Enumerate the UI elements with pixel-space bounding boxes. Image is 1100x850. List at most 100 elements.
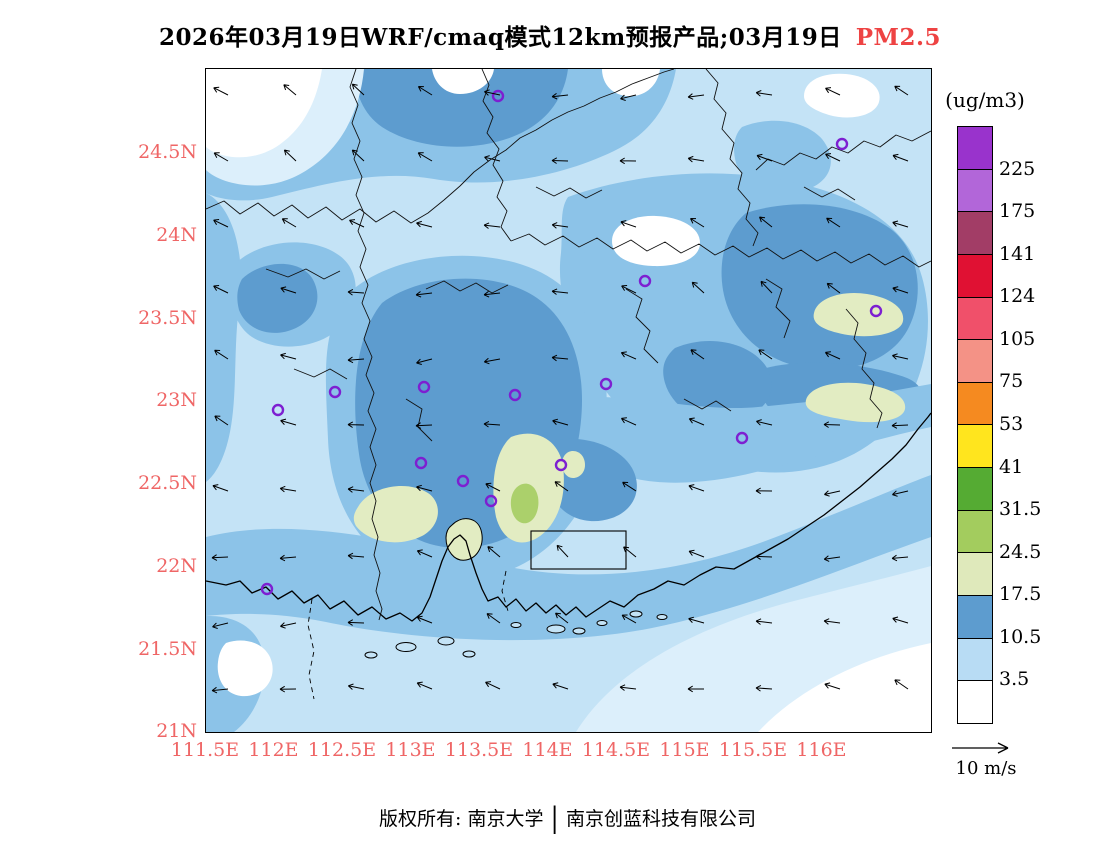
wind-arrow bbox=[483, 291, 501, 298]
wind-arrow bbox=[483, 222, 501, 229]
lat-axis-label: 23N bbox=[156, 389, 197, 412]
island bbox=[546, 624, 566, 634]
wind-reference-arrow-icon bbox=[952, 742, 1009, 754]
colorbar-cell bbox=[958, 127, 992, 169]
wind-arrow bbox=[552, 682, 569, 690]
wind-arrow bbox=[485, 482, 501, 492]
wind-arrow bbox=[416, 549, 433, 558]
colorbar-level-label: 24.5 bbox=[999, 540, 1042, 563]
wind-arrow bbox=[417, 86, 433, 96]
station-marker bbox=[508, 388, 522, 402]
admin-boundary bbox=[425, 280, 509, 294]
wind-arrow bbox=[755, 487, 773, 495]
station-marker bbox=[835, 137, 849, 151]
lat-axis-label: 24.5N bbox=[138, 141, 197, 163]
wind-arrow bbox=[688, 484, 705, 492]
lon-axis-label: 116E bbox=[796, 739, 847, 761]
pm25-fill-region-steel bbox=[663, 340, 772, 422]
wind-arrow bbox=[756, 419, 773, 426]
wind-arrow bbox=[554, 481, 569, 492]
colorbar-cell bbox=[958, 168, 992, 212]
footer-left: 版权所有: 南京大学 bbox=[379, 808, 544, 830]
island bbox=[629, 610, 643, 618]
admin-boundary bbox=[803, 186, 856, 201]
admin-boundary bbox=[625, 288, 659, 364]
admin-boundary bbox=[405, 398, 433, 442]
admin-boundary bbox=[535, 186, 603, 199]
wind-arrow bbox=[551, 157, 569, 164]
admin-boundary bbox=[206, 69, 675, 224]
pm25-fill-region-steel bbox=[354, 69, 568, 147]
wind-arrow bbox=[891, 554, 909, 562]
lat-axis-label: 21.5N bbox=[138, 637, 197, 660]
wind-arrow bbox=[824, 682, 841, 690]
station-marker bbox=[271, 403, 285, 417]
wind-arrow bbox=[280, 286, 297, 294]
station-marker bbox=[735, 431, 749, 445]
pm25-fill-region-mid bbox=[734, 120, 831, 194]
wind-arrow bbox=[891, 422, 909, 429]
colorbar-cell bbox=[958, 339, 992, 382]
wind-arrow bbox=[417, 152, 433, 162]
dashed-boundary bbox=[501, 570, 509, 612]
wind-arrow bbox=[760, 280, 773, 294]
colorbar-level-label: 17.5 bbox=[999, 583, 1042, 606]
wind-arrow bbox=[347, 421, 365, 428]
admin-boundary bbox=[705, 69, 759, 247]
wind-arrow bbox=[826, 282, 841, 294]
island bbox=[572, 627, 586, 635]
wind-arrow bbox=[212, 622, 229, 629]
pm25-fill-region-white bbox=[804, 73, 880, 118]
admin-boundary bbox=[765, 278, 791, 339]
colorbar-level-label: 3.5 bbox=[999, 668, 1030, 691]
pm25-fill-region-mid bbox=[206, 193, 241, 482]
colorbar-level-label: 175 bbox=[999, 200, 1036, 223]
pm25-fill-region-white bbox=[612, 215, 700, 267]
colorbar-cell bbox=[958, 424, 992, 468]
wind-arrow bbox=[279, 485, 297, 493]
colorbar-level-label: 225 bbox=[999, 157, 1036, 180]
admin-boundary bbox=[293, 368, 348, 380]
colorbar-cell bbox=[958, 595, 992, 638]
forecast-map bbox=[205, 68, 932, 733]
colorbar-level-label: 124 bbox=[999, 285, 1036, 308]
colorbar-level-label: 10.5 bbox=[999, 625, 1042, 648]
lon-axis-label: 112.5E bbox=[307, 739, 377, 761]
wind-arrow bbox=[347, 552, 365, 560]
wind-arrow bbox=[487, 546, 501, 558]
wind-arrow bbox=[416, 484, 433, 492]
colorbar-cell bbox=[958, 680, 992, 723]
wind-arrow bbox=[213, 285, 229, 294]
wind-arrow bbox=[416, 615, 433, 624]
island bbox=[462, 650, 476, 658]
lon-axis-label: 114.5E bbox=[581, 739, 651, 761]
island bbox=[437, 636, 455, 646]
wind-arrow bbox=[351, 149, 365, 162]
pm25-fill-region-white bbox=[758, 643, 931, 732]
station-marker bbox=[869, 304, 883, 318]
wind-arrow bbox=[687, 685, 705, 693]
wind-arrow bbox=[484, 155, 501, 162]
admin-boundary bbox=[845, 308, 883, 429]
lat-axis-label: 24N bbox=[156, 223, 197, 246]
colorbar-level-label: 41 bbox=[999, 455, 1024, 478]
station-marker bbox=[599, 377, 613, 391]
wind-arrow bbox=[824, 490, 841, 497]
title-main: 2026年03月19日WRF/cmaq模式12km预报产品;03月19日 bbox=[158, 24, 842, 51]
colorbar-unit-label: (ug/m3) bbox=[945, 88, 1025, 112]
study-area-rect bbox=[530, 530, 627, 570]
wind-arrow bbox=[894, 679, 909, 690]
wind-arrow bbox=[279, 685, 297, 693]
wind-arrow bbox=[416, 358, 433, 365]
admin-boundary bbox=[683, 398, 732, 412]
wind-arrow bbox=[755, 618, 773, 625]
wind-arrow bbox=[691, 281, 705, 294]
wind-arrow bbox=[416, 220, 433, 228]
wind-arrow bbox=[621, 285, 637, 294]
wind-arrow bbox=[416, 681, 433, 690]
wind-arrow bbox=[892, 286, 909, 294]
wind-arrow bbox=[690, 349, 705, 360]
wind-arrow bbox=[892, 353, 909, 360]
wind-arrow bbox=[483, 420, 501, 428]
lat-axis-label: 23.5N bbox=[138, 306, 197, 329]
